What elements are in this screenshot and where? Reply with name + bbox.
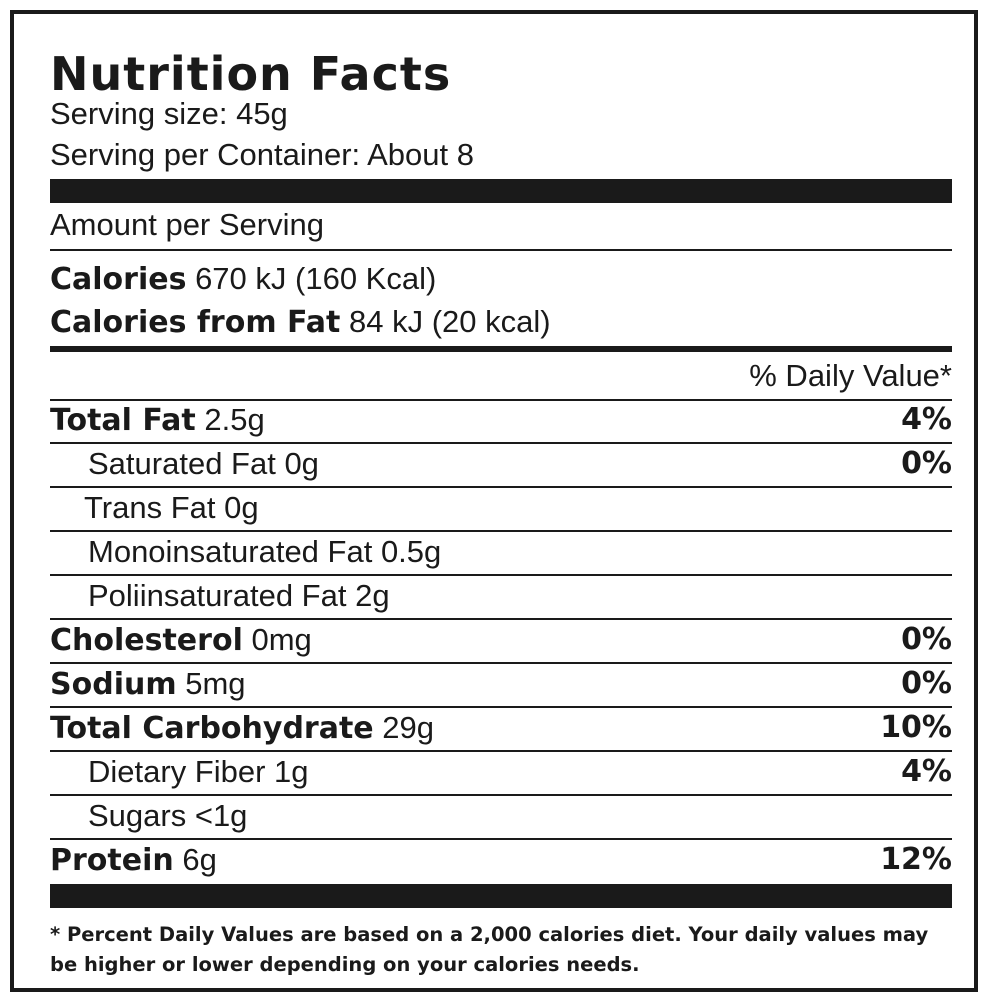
nutrient-name: Dietary Fiber 1g [88, 754, 309, 789]
nutrient-name: Sugars <1g [88, 798, 248, 833]
nutrient-name: Cholesterol [50, 623, 243, 658]
nutrition-facts-label: Nutrition Facts Serving size: 45g Servin… [10, 10, 978, 992]
footnote: * Percent Daily Values are based on a 2,… [50, 923, 929, 976]
nutrient-row-poliinsaturated-fat: Poliinsaturated Fat 2g [50, 576, 952, 616]
nutrient-amount: 2.5g [204, 402, 265, 437]
calories-from-fat-value: 84 kJ (20 kcal) [349, 304, 551, 339]
nutrient-name: Poliinsaturated Fat 2g [88, 578, 390, 613]
calories-from-fat-label: Calories from Fat [50, 305, 341, 340]
calories-row: Calories 670 kJ (160 Kcal) [50, 259, 952, 300]
daily-value-header: % Daily Value* [749, 358, 952, 393]
divider [50, 399, 952, 401]
divider [50, 662, 952, 664]
nutrient-name: Total Carbohydrate [50, 711, 374, 746]
nutrient-row-total-fat: Total Fat 2.5g 4% [50, 400, 952, 441]
thick-divider [50, 884, 952, 908]
nutrient-daily-value: 10% [880, 710, 952, 745]
divider [50, 486, 952, 488]
nutrient-daily-value: 4% [901, 754, 952, 789]
nutrient-name: Monoinsaturated Fat 0.5g [88, 534, 442, 569]
divider [50, 750, 952, 752]
medium-divider [50, 346, 952, 352]
amount-per-serving: Amount per Serving [50, 207, 324, 242]
nutrient-name: Protein [50, 843, 174, 878]
nutrient-name: Total Fat [50, 403, 196, 438]
nutrient-row-dietary-fiber: Dietary Fiber 1g 4% [50, 752, 952, 792]
nutrient-daily-value: 0% [901, 622, 952, 657]
divider [50, 442, 952, 444]
nutrient-name: Trans Fat 0g [84, 490, 259, 525]
nutrient-row-trans-fat: Trans Fat 0g [50, 488, 952, 528]
nutrient-daily-value: 0% [901, 446, 952, 481]
nutrient-amount: 0mg [251, 622, 312, 657]
nutrient-name: Sodium [50, 667, 177, 702]
nutrient-row-saturated-fat: Saturated Fat 0g 0% [50, 444, 952, 484]
divider [50, 618, 952, 620]
nutrient-row-cholesterol: Cholesterol 0mg 0% [50, 620, 952, 661]
divider [50, 794, 952, 796]
calories-value: 670 kJ (160 Kcal) [195, 261, 437, 296]
nutrient-row-monoinsaturated-fat: Monoinsaturated Fat 0.5g [50, 532, 952, 572]
nutrient-row-total-carbohydrate: Total Carbohydrate 29g 10% [50, 708, 952, 749]
divider [50, 706, 952, 708]
nutrient-daily-value: 12% [880, 842, 952, 877]
divider [50, 530, 952, 532]
nutrient-row-protein: Protein 6g 12% [50, 840, 952, 881]
nutrient-amount: 5mg [185, 666, 246, 701]
divider [50, 249, 952, 251]
nutrient-amount: 29g [382, 710, 435, 745]
nutrient-row-sodium: Sodium 5mg 0% [50, 664, 952, 705]
divider [50, 838, 952, 840]
divider [50, 574, 952, 576]
thick-divider [50, 179, 952, 203]
nutrient-amount: 6g [182, 842, 217, 877]
serving-size: Serving size: 45g [50, 96, 288, 131]
servings-per-container: Serving per Container: About 8 [50, 137, 474, 172]
label-title: Nutrition Facts [50, 47, 452, 101]
nutrient-name: Saturated Fat 0g [88, 446, 319, 481]
nutrient-daily-value: 4% [901, 402, 952, 437]
calories-from-fat-row: Calories from Fat 84 kJ (20 kcal) [50, 302, 952, 343]
nutrient-daily-value: 0% [901, 666, 952, 701]
nutrient-row-sugars: Sugars <1g [50, 796, 952, 836]
calories-label: Calories [50, 262, 187, 297]
